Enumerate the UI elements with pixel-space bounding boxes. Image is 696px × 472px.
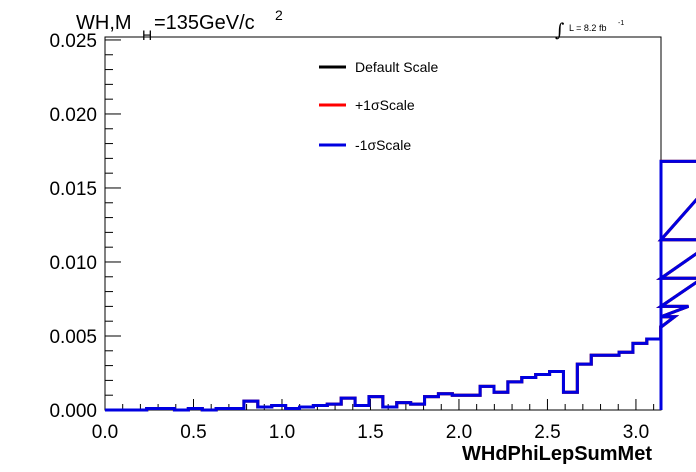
x-axis-label: WHdPhiLepSumMet (462, 443, 652, 465)
chart-title-superscript: 2 (275, 7, 283, 23)
y-tick-label: 0.025 (49, 31, 97, 52)
x-tick-label: 1.5 (357, 422, 383, 443)
y-tick-label: 0.005 (49, 327, 97, 348)
y-axis: 0.000 0.005 0.010 0.015 0.020 0.025 (49, 31, 121, 422)
y-tick-label: 0.015 (49, 179, 97, 200)
y-tick-label: 0.020 (49, 105, 97, 126)
lumi-integral: ∫ (555, 20, 565, 41)
lumi-label: L = 8.2 fb (569, 23, 606, 33)
lumi-superscript: -1 (618, 20, 624, 27)
y-tick-label: 0.010 (49, 253, 97, 274)
x-tick-label: 2.0 (446, 422, 472, 443)
x-tick-label: 2.5 (534, 422, 560, 443)
chart-title-value: =135GeV/c (154, 12, 255, 34)
chart-title-main: WH,M (76, 12, 132, 34)
plot-frame (104, 36, 662, 411)
series-line-2 (105, 159, 696, 412)
series-layer (105, 159, 696, 412)
legend-label-minus1sigma: -1σScale (355, 137, 411, 153)
legend-label-default: Default Scale (355, 59, 438, 75)
x-tick-label: 1.0 (269, 422, 295, 443)
legend-label-plus1sigma: +1σScale (355, 97, 415, 113)
chart-title-subscript: H (142, 27, 152, 43)
x-tick-label: 3.0 (623, 422, 649, 443)
legend: Default Scale +1σScale -1σScale (319, 59, 438, 153)
y-tick-label: 0.000 (49, 401, 97, 422)
x-tick-label: 0.5 (180, 422, 206, 443)
x-tick-label: 0.0 (92, 422, 118, 443)
